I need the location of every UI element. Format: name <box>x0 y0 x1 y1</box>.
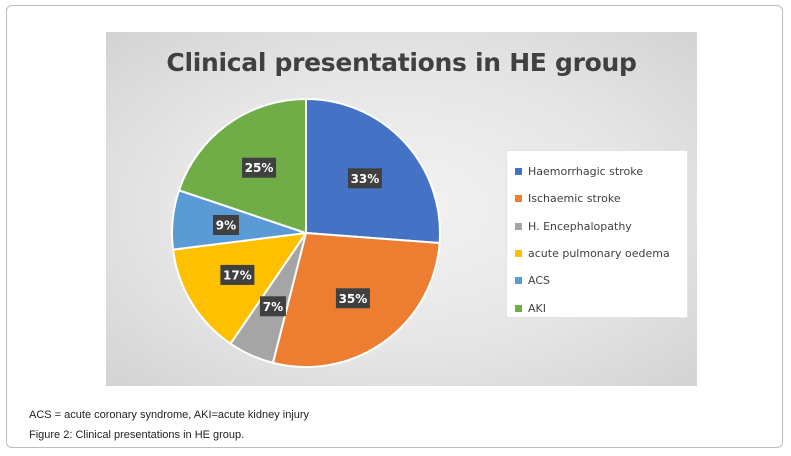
legend-swatch <box>515 304 522 312</box>
data-label-text: 25% <box>245 161 274 175</box>
legend-swatch <box>515 195 522 203</box>
chart-legend: Haemorrhagic stroke Ischaemic stroke H. En… <box>506 150 688 318</box>
data-label-text: 33% <box>351 172 380 186</box>
chart-title: Clinical presentations in HE group <box>166 48 637 77</box>
legend-swatch <box>515 222 522 230</box>
legend-label: Ischaemic stroke <box>528 192 621 206</box>
data-label-box <box>347 168 382 189</box>
pie-chart: 33% 35% 7% 17% 9% 25% <box>171 97 441 368</box>
legend-label: H. Encephalopathy <box>528 219 632 233</box>
chart-area: Clinical presentations in HE group 33% 35… <box>106 32 697 386</box>
data-label-text: 35% <box>339 292 368 306</box>
data-label-box <box>220 264 255 285</box>
abbreviation-note: ACS = acute coronary syndrome, AKI=acute… <box>29 409 310 421</box>
data-label-2: 35% <box>335 288 370 309</box>
legend-item-6: AKI <box>507 294 687 321</box>
legend-label: Haemorrhagic stroke <box>528 165 643 179</box>
data-label-box <box>259 296 286 317</box>
data-label-text: 17% <box>223 268 252 282</box>
legend-label: acute pulmonary oedema <box>528 247 670 261</box>
legend-label: AKI <box>528 301 546 315</box>
legend-swatch <box>515 168 522 176</box>
figure-caption: Figure 2: Clinical presentations in HE g… <box>29 429 245 441</box>
data-label-4: 17% <box>220 264 255 285</box>
data-label-box <box>335 288 370 309</box>
data-label-3: 7% <box>259 296 286 317</box>
legend-swatch <box>515 250 522 258</box>
legend-item-5: ACS <box>507 267 687 294</box>
figure-frame: Clinical presentations in HE group 33% 35… <box>6 5 783 448</box>
legend-item-4: acute pulmonary oedema <box>507 240 687 267</box>
legend-swatch <box>515 277 522 285</box>
data-label-5: 9% <box>212 214 239 235</box>
data-label-box <box>212 214 239 235</box>
data-label-text: 7% <box>263 300 283 314</box>
legend-item-2: Ischaemic stroke <box>507 185 687 212</box>
data-label-6: 25% <box>242 157 277 178</box>
data-label-text: 9% <box>216 218 236 232</box>
data-label-box <box>242 157 277 178</box>
legend-label: ACS <box>528 274 550 288</box>
pie-slice-4 <box>171 231 309 346</box>
data-label-1: 33% <box>347 168 382 189</box>
legend-item-3: H. Encephalopathy <box>507 213 687 240</box>
legend-item-1: Haemorrhagic stroke <box>507 158 687 185</box>
